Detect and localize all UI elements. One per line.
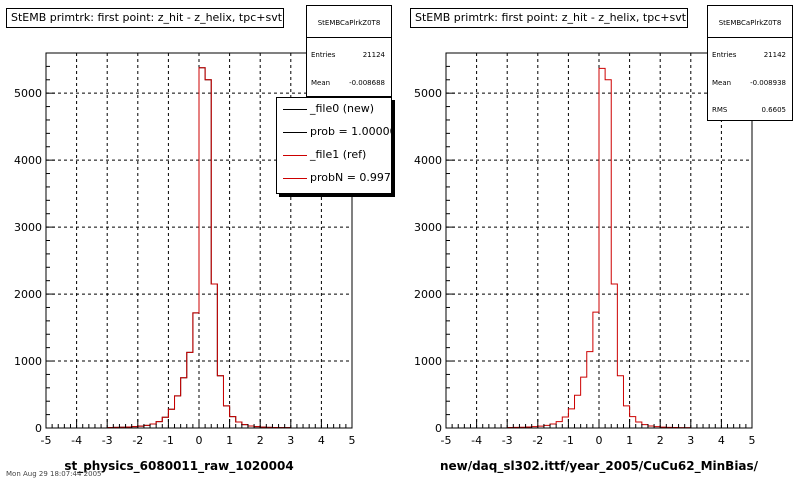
y-tick-label: 2000: [14, 288, 42, 301]
histogram-series-1: [46, 67, 352, 429]
x-tick-label: 5: [349, 434, 356, 447]
legend-line-black: [283, 132, 307, 133]
legend-line-red: [283, 178, 307, 179]
right-chart-title: StEMB primtrk: first point: z_hit - z_he…: [410, 8, 688, 28]
x-tick-label: 3: [687, 434, 694, 447]
x-tick-label: -3: [102, 434, 113, 447]
legend-label: _file0 (new): [310, 102, 375, 115]
x-tick-label: 2: [657, 434, 664, 447]
mean-label: Mean: [311, 79, 331, 87]
y-tick-label: 2000: [414, 288, 442, 301]
x-tick-label: -5: [41, 434, 52, 447]
mean-value: -0.008938: [750, 79, 786, 87]
x-tick-label: -4: [471, 434, 482, 447]
legend-item-prob: prob = 1.000000: [277, 121, 391, 145]
legend-item-probn: probN = 0.997500: [277, 167, 391, 191]
y-tick-label: 1000: [14, 355, 42, 368]
mean-value: -0.008688: [349, 79, 385, 87]
right-stats-title: StEMBCaPlrkZ0T8: [708, 9, 792, 38]
y-tick-label: 4000: [14, 154, 42, 167]
entries-label: Entries: [311, 51, 336, 59]
legend-label: prob = 1.000000: [310, 125, 391, 138]
legend-label: _file1 (ref): [310, 148, 367, 161]
x-tick-label: -1: [163, 434, 174, 447]
rms-value: 0.6605: [761, 106, 787, 114]
x-tick-label: -4: [71, 434, 82, 447]
right-stats-mean: Mean -0.008938: [712, 79, 788, 89]
x-tick-label: -1: [563, 434, 574, 447]
legend: _file0 (new) prob = 1.000000 _file1 (ref…: [276, 97, 392, 194]
y-tick-label: 1000: [414, 355, 442, 368]
legend-label: probN = 0.997500: [310, 171, 391, 184]
legend-item-file0: _file0 (new): [277, 98, 391, 122]
y-tick-label: 3000: [414, 221, 442, 234]
x-tick-label: -3: [502, 434, 513, 447]
x-tick-label: 0: [596, 434, 603, 447]
x-tick-label: 0: [196, 434, 203, 447]
left-stats-entries: Entries 21124: [311, 51, 387, 61]
y-tick-label: 0: [35, 422, 42, 435]
y-tick-label: 0: [435, 422, 442, 435]
left-stats-title: StEMBCaPlrkZ0T8: [307, 9, 391, 38]
x-tick-label: -2: [532, 434, 543, 447]
entries-label: Entries: [712, 51, 737, 59]
y-tick-label: 3000: [14, 221, 42, 234]
right-stats-rms: RMS 0.6605: [712, 106, 788, 116]
rms-label: RMS: [712, 106, 728, 114]
y-tick-label: 5000: [414, 87, 442, 100]
x-tick-label: 2: [257, 434, 264, 447]
x-tick-label: 4: [718, 434, 725, 447]
x-tick-label: 1: [226, 434, 233, 447]
x-tick-label: 3: [287, 434, 294, 447]
left-chart-title: StEMB primtrk: first point: z_hit - z_he…: [6, 8, 284, 28]
entries-value: 21124: [362, 51, 385, 59]
x-tick-label: -5: [441, 434, 452, 447]
x-tick-label: 4: [318, 434, 325, 447]
x-tick-label: 5: [749, 434, 756, 447]
left-stats-box: StEMBCaPlrkZ0T8 Entries 21124 Mean -0.00…: [306, 5, 392, 97]
left-plot: -5 -4 -3 -2 -1 0 1 2 3 4 5 0 1000 2000 3000 4000 5000 st_…: [14, 52, 356, 474]
x-axis-label: new/daq_sl302.ittf/year_2005/CuCu62_MinB…: [440, 459, 759, 474]
y-tick-label: 5000: [14, 87, 42, 100]
histogram-series-0: [446, 67, 752, 429]
x-tick-label: 1: [626, 434, 633, 447]
right-stats-entries: Entries 21142: [712, 51, 788, 61]
mean-label: Mean: [712, 79, 732, 87]
x-axis-label: st_physics_6080011_raw_1020004: [64, 459, 293, 474]
right-stats-box: StEMBCaPlrkZ0T8 Entries 21142 Mean -0.00…: [707, 5, 793, 121]
x-tick-label: -2: [132, 434, 143, 447]
legend-line-black: [283, 109, 307, 110]
y-tick-label: 4000: [414, 154, 442, 167]
legend-item-file1: _file1 (ref): [277, 144, 391, 168]
entries-value: 21142: [763, 51, 786, 59]
footer-timestamp: Mon Aug 29 18:07:44 2005: [6, 470, 102, 478]
legend-line-red: [283, 155, 307, 156]
left-stats-mean: Mean -0.008688: [311, 79, 387, 89]
